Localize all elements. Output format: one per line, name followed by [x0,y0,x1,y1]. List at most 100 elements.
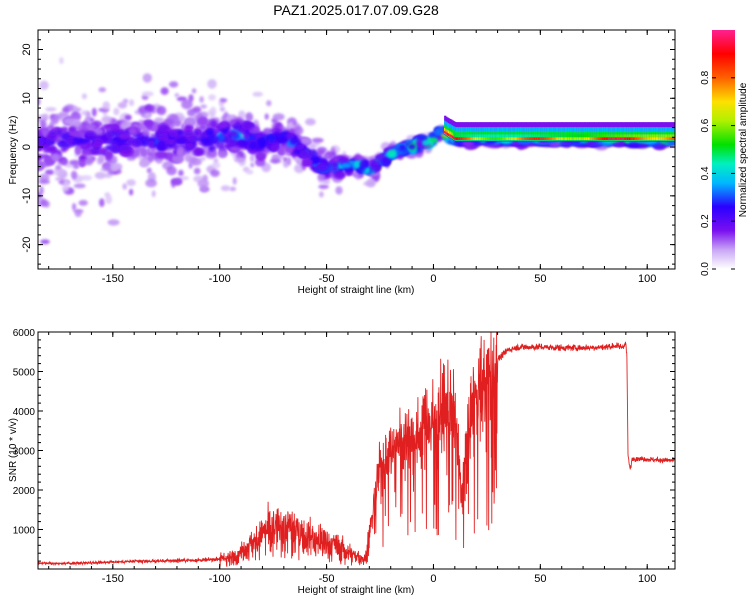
heatmap-cell [535,137,538,140]
heatmap-cell [505,137,508,140]
heatmap-cell [636,137,639,140]
heatmap-cell [532,137,535,140]
heatmap-cell [489,137,492,140]
heatmap-cell [39,186,44,195]
heatmap-cell [331,161,339,168]
heatmap-cell [576,137,579,140]
y-tick-label: 5000 [13,368,36,379]
heatmap-cell [98,154,105,164]
heatmap-cell [625,137,628,140]
heatmap-cell [546,137,549,140]
heatmap-cell [499,137,502,140]
heatmap-cell [516,137,519,140]
heatmap-cell [38,137,46,145]
heatmap-cell [229,186,237,192]
heatmap-cell [255,151,266,161]
heatmap-cell [200,137,210,144]
heatmap-cell [514,137,517,140]
heatmap-cell [541,137,544,140]
heatmap-cell [498,137,501,140]
heatmap-cell [655,137,658,140]
heatmap-cell [628,141,641,148]
heatmap-cell [614,137,617,140]
heatmap-cell [657,137,660,140]
y-tick-label: 2000 [13,486,36,497]
heatmap-cell [73,183,86,189]
heatmap-cell [473,137,476,140]
heatmap-cell [622,137,625,140]
heatmap-cell [626,137,629,140]
heatmap-cell [613,140,625,147]
heatmap-cell [494,137,497,140]
heatmap-cell [628,137,631,140]
heatmap-cell [311,137,324,143]
heatmap-cell [645,137,648,140]
heatmap-cell [454,137,457,140]
heatmap-cell [193,129,201,137]
heatmap-cell [463,137,466,140]
heatmap-cell [446,132,449,136]
heatmap-cell [381,157,391,166]
heatmap-cell [672,137,675,140]
heatmap-cell [267,134,277,142]
heatmap-cell [220,98,228,103]
heatmap-cell [270,142,279,152]
heatmap-cell [544,137,547,140]
heatmap-cell [545,137,548,140]
heatmap-cell [323,177,331,185]
heatmap-cell [572,137,575,140]
heatmap-cell [72,203,77,211]
heatmap-cell [539,137,542,140]
heatmap-cell [45,146,57,153]
heatmap-cell [219,106,226,112]
heatmap-cell [563,137,566,140]
heatmap-cell [211,162,221,169]
spectrogram-frame [37,29,676,270]
heatmap-cell [648,137,651,140]
heatmap-cell [126,179,136,187]
heatmap-cell [370,159,382,166]
heatmap-cell [39,120,47,129]
heatmap-cell [551,137,555,140]
heatmap-cell [113,107,120,116]
heatmap-cell [508,137,511,140]
snr-panel: -150 -100 -50 0 50 100 1000 2000 3000 4000 5000 600… [8,328,676,596]
y-tick-label: 4000 [13,407,36,418]
heatmap-cell [147,140,155,148]
heatmap-cell [500,137,503,140]
heatmap-cell [472,137,475,140]
heatmap-cell [303,158,313,165]
heatmap-cell [218,133,226,143]
heatmap-cell [129,188,134,196]
heatmap-cell [566,137,569,140]
heatmap-cell [583,137,587,140]
heatmap-cell [669,137,673,140]
heatmap-cell [296,144,305,150]
heatmap-cell [227,138,237,146]
heatmap-cell [168,130,178,138]
heatmap-cell [220,185,231,192]
colorbar-tick-label: 0.2 [700,214,711,228]
heatmap-cell [523,137,526,140]
heatmap-cell [248,140,258,150]
heatmap-cell [154,117,165,123]
heatmap-cell [38,173,50,182]
heatmap-cell [501,137,505,140]
heatmap-cell [269,158,282,164]
heatmap-cell [370,163,381,172]
heatmap-cell [183,131,195,138]
heatmap-cell [250,162,255,168]
heatmap-cell [122,183,127,190]
heatmap-cell [296,159,303,165]
heatmap-cell [192,147,202,156]
heatmap-cell [81,148,93,156]
heatmap-cell [107,219,120,226]
heatmap-cell [133,138,143,146]
heatmap-cell [613,137,616,140]
heatmap-cell [78,158,86,167]
heatmap-cell [594,137,597,140]
heatmap-cell [542,137,546,140]
